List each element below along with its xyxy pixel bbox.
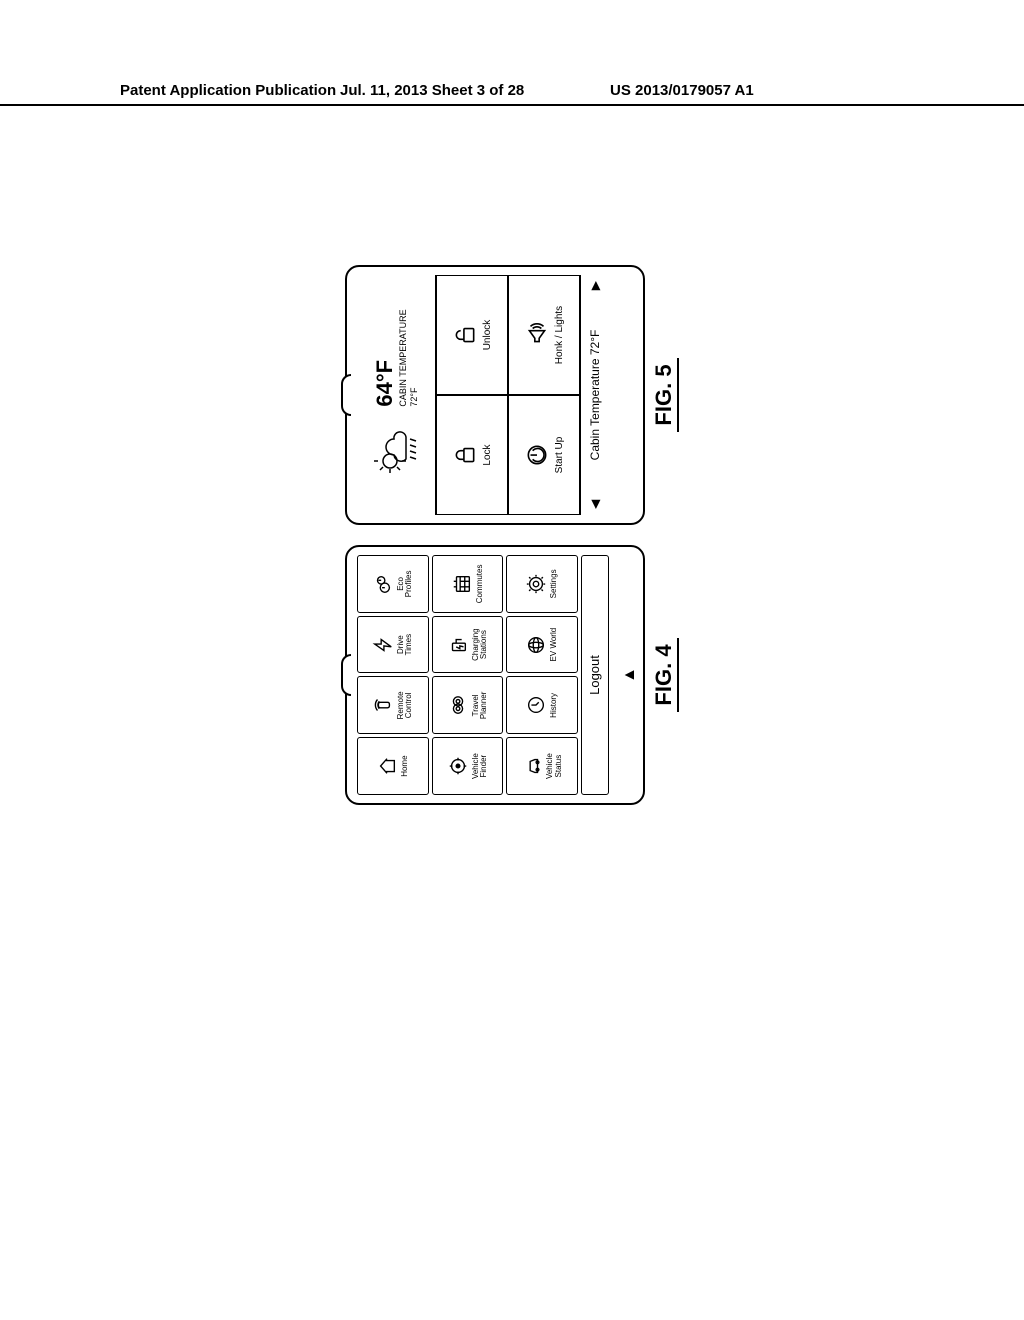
tile-label: EV World	[550, 628, 558, 662]
fig4-menu-grid: Home RemoteControl DriveTimes EcoProfile…	[357, 555, 609, 795]
bolt-icon	[372, 634, 394, 656]
tile-label: DriveTimes	[397, 634, 414, 655]
tile-label: Honk / Lights	[554, 306, 565, 364]
tile-label: Settings	[550, 569, 558, 598]
header-publication: Patent Application Publication	[120, 82, 336, 99]
phone-speaker-tab	[341, 654, 351, 696]
tile-label: Commutes	[476, 565, 484, 604]
tile-label: VehicleFinder	[472, 753, 489, 779]
fig5-label: FIG. 5	[651, 358, 679, 431]
fig4-wrap: Home RemoteControl DriveTimes EcoProfile…	[345, 545, 685, 805]
history-icon	[525, 694, 547, 716]
page-header: Patent Application Publication Jul. 11, …	[0, 82, 1024, 106]
power-icon	[524, 442, 550, 468]
tile-commutes[interactable]: Commutes	[432, 555, 504, 613]
tile-label: Home	[401, 755, 409, 776]
arrow-left-icon[interactable]: ◀	[588, 500, 602, 509]
gear-icon	[525, 573, 547, 595]
tile-label: History	[550, 693, 558, 718]
tile-label: EcoProfiles	[397, 571, 414, 598]
fig5-wrap: 64°F CABIN TEMPERATURE 72°F Lock Unlock	[345, 265, 685, 525]
car-icon	[521, 755, 543, 777]
cabin-temp-bottom: Cabin Temperature 72°F	[588, 330, 602, 461]
tile-start-up[interactable]: Start Up	[508, 395, 580, 515]
planner-icon	[447, 694, 469, 716]
fig4-phone: Home RemoteControl DriveTimes EcoProfile…	[345, 545, 645, 805]
home-icon	[376, 755, 398, 777]
tile-label: Start Up	[554, 437, 565, 474]
tile-vehicle-finder[interactable]: VehicleFinder	[432, 737, 504, 795]
charge-icon	[447, 634, 469, 656]
header-date-sheet: Jul. 11, 2013 Sheet 3 of 28	[340, 82, 524, 99]
tile-label: VehicleStatus	[546, 753, 563, 779]
fig5-button-grid: Lock Unlock Start Up Honk / Lights	[435, 275, 581, 515]
horn-icon	[524, 322, 550, 348]
tile-lock[interactable]: Lock	[436, 395, 508, 515]
logout-button[interactable]: Logout	[581, 555, 609, 795]
tile-settings[interactable]: Settings	[506, 555, 578, 613]
cabin-temp-row[interactable]: ◀ Cabin Temperature 72°F ▶	[581, 275, 609, 515]
tile-label: TravelPlanner	[472, 692, 489, 720]
fig4-label: FIG. 4	[651, 638, 679, 711]
eco-icon	[372, 573, 394, 595]
tile-drive-times[interactable]: DriveTimes	[357, 616, 429, 674]
weather-panel: 64°F CABIN TEMPERATURE 72°F	[357, 275, 435, 515]
tile-remote-control[interactable]: RemoteControl	[357, 677, 429, 735]
tile-label: Lock	[482, 444, 493, 465]
header-patent-number: US 2013/0179057 A1	[610, 82, 754, 99]
phone-speaker-tab	[341, 374, 351, 416]
tile-ev-world[interactable]: EV World	[506, 616, 578, 674]
globe-icon	[525, 634, 547, 656]
home-indicator[interactable]: ▲	[621, 667, 639, 683]
arrow-right-icon[interactable]: ▶	[588, 281, 602, 290]
tile-history[interactable]: History	[506, 677, 578, 735]
cabin-temp-label: CABIN TEMPERATURE	[398, 309, 409, 406]
logout-label: Logout	[587, 655, 602, 695]
figures-container: Home RemoteControl DriveTimes EcoProfile…	[345, 255, 685, 805]
tile-vehicle-status[interactable]: VehicleStatus	[506, 737, 578, 795]
lock-icon	[452, 442, 478, 468]
tile-eco-profiles[interactable]: EcoProfiles	[357, 555, 429, 613]
remote-icon	[372, 694, 394, 716]
calendar-icon	[451, 573, 473, 595]
tile-unlock[interactable]: Unlock	[436, 275, 508, 395]
tile-label: ChargingStations	[472, 628, 489, 660]
outside-temp: 64°F	[372, 309, 398, 406]
finder-icon	[447, 755, 469, 777]
weather-icon	[366, 421, 426, 481]
fig5-phone: 64°F CABIN TEMPERATURE 72°F Lock Unlock	[345, 265, 645, 525]
tile-travel-planner[interactable]: TravelPlanner	[432, 677, 504, 735]
fig5-content: 64°F CABIN TEMPERATURE 72°F Lock Unlock	[357, 275, 609, 515]
unlock-icon	[452, 322, 478, 348]
tile-label: RemoteControl	[397, 691, 414, 719]
weather-text: 64°F CABIN TEMPERATURE 72°F	[372, 309, 420, 406]
tile-charging-stations[interactable]: ChargingStations	[432, 616, 504, 674]
tile-honk-lights[interactable]: Honk / Lights	[508, 275, 580, 395]
tile-home[interactable]: Home	[357, 737, 429, 795]
cabin-temp-value: 72°F	[409, 309, 420, 406]
tile-label: Unlock	[482, 320, 493, 351]
